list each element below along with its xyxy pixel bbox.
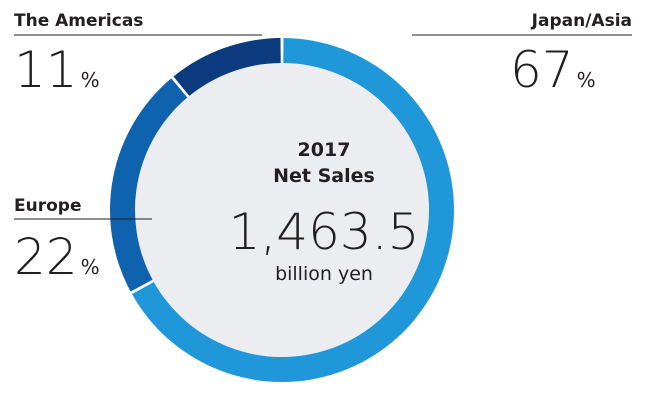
pct-unit-europe: % bbox=[81, 255, 100, 279]
center-title: Net Sales bbox=[273, 165, 375, 187]
donut-slices bbox=[110, 38, 454, 383]
center-unit: billion yen bbox=[275, 263, 373, 285]
label-japan-asia: Japan/Asia bbox=[531, 11, 632, 31]
label-the-americas: The Americas bbox=[14, 11, 143, 31]
pct-japan-asia: 67% bbox=[510, 41, 596, 99]
pct-europe: 22% bbox=[14, 228, 100, 286]
pct-value-japan-asia: 67 bbox=[510, 41, 574, 99]
pct-value-the-americas: 11 bbox=[14, 41, 78, 99]
center-value: 1,463.5 bbox=[229, 203, 420, 261]
label-europe: Europe bbox=[14, 196, 81, 216]
pct-value-europe: 22 bbox=[14, 228, 78, 286]
pct-unit-the-americas: % bbox=[81, 68, 100, 92]
pct-unit-japan-asia: % bbox=[577, 68, 596, 92]
slice-the-americas bbox=[173, 38, 281, 96]
slice-europe bbox=[110, 78, 188, 292]
pct-the-americas: 11% bbox=[14, 41, 100, 99]
center-year: 2017 bbox=[298, 139, 351, 161]
donut-inner-disc bbox=[135, 63, 429, 357]
